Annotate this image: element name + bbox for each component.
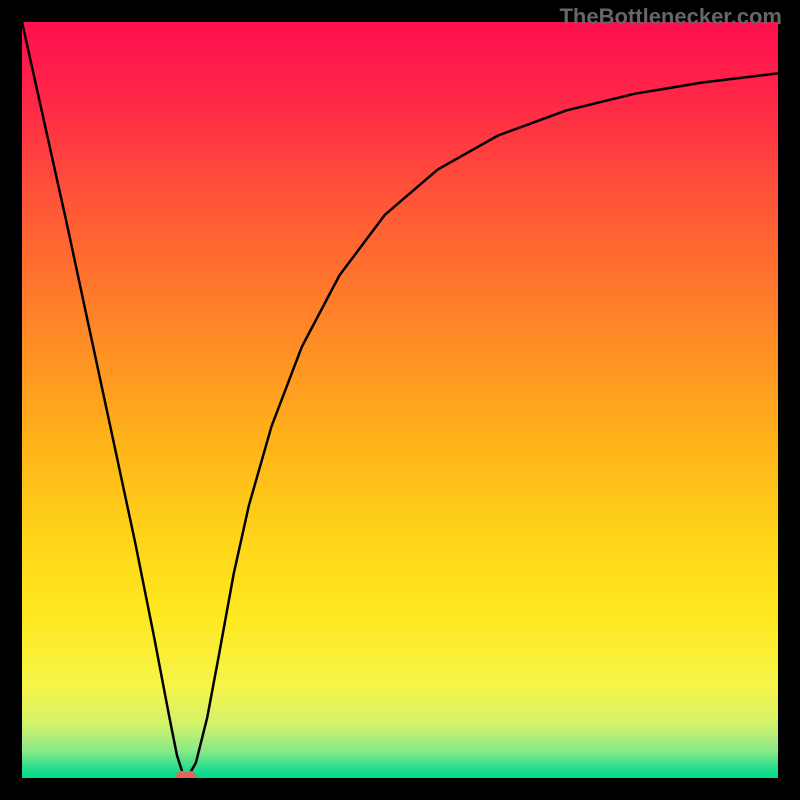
watermark-text: TheBottlenecker.com xyxy=(559,4,782,30)
plot-area xyxy=(22,22,778,778)
bottleneck-curve xyxy=(22,22,778,776)
dip-marker-dot xyxy=(184,771,196,778)
curve-layer xyxy=(22,22,778,778)
